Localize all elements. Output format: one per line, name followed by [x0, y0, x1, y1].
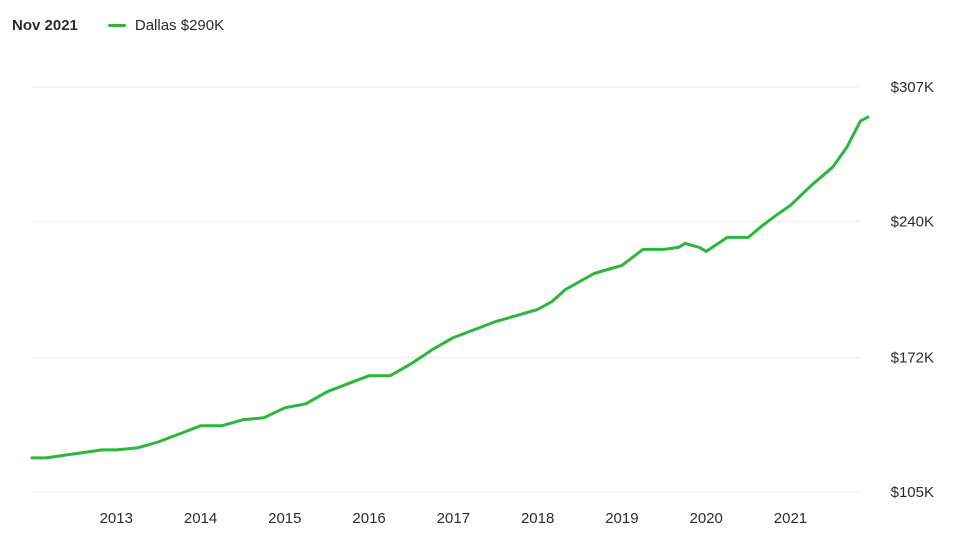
x-tick-label: 2020	[690, 510, 723, 527]
x-tick-label: 2013	[100, 510, 133, 527]
y-tick-label: $105K	[891, 484, 934, 501]
chart-header: Nov 2021 Dallas $290K	[12, 14, 224, 36]
x-axis-ticks: 2013 2014 2015 2016 2017 2018 2019 2020 2021	[100, 510, 808, 527]
legend-swatch-dallas	[107, 23, 126, 27]
y-tick-label: $240K	[891, 213, 934, 230]
y-tick-label: $172K	[891, 350, 934, 367]
y-axis-ticks: $307K $240K $172K $105K	[891, 79, 934, 501]
y-tick-label: $307K	[891, 79, 934, 96]
x-tick-label: 2018	[521, 510, 554, 527]
x-tick-label: 2016	[352, 510, 385, 527]
series-layer	[30, 115, 870, 460]
legend[interactable]: Dallas $290K	[107, 16, 225, 34]
grid-lines	[32, 86, 860, 493]
legend-label-dallas: Dallas $290K	[134, 16, 225, 34]
date-label: Nov 2021	[12, 16, 78, 34]
series-line-dallas[interactable]	[30, 115, 870, 460]
x-tick-label: 2015	[268, 510, 301, 527]
x-tick-label: 2021	[774, 510, 807, 527]
x-tick-label: 2017	[437, 510, 470, 527]
x-tick-label: 2019	[605, 510, 638, 527]
x-tick-label: 2014	[184, 510, 217, 527]
